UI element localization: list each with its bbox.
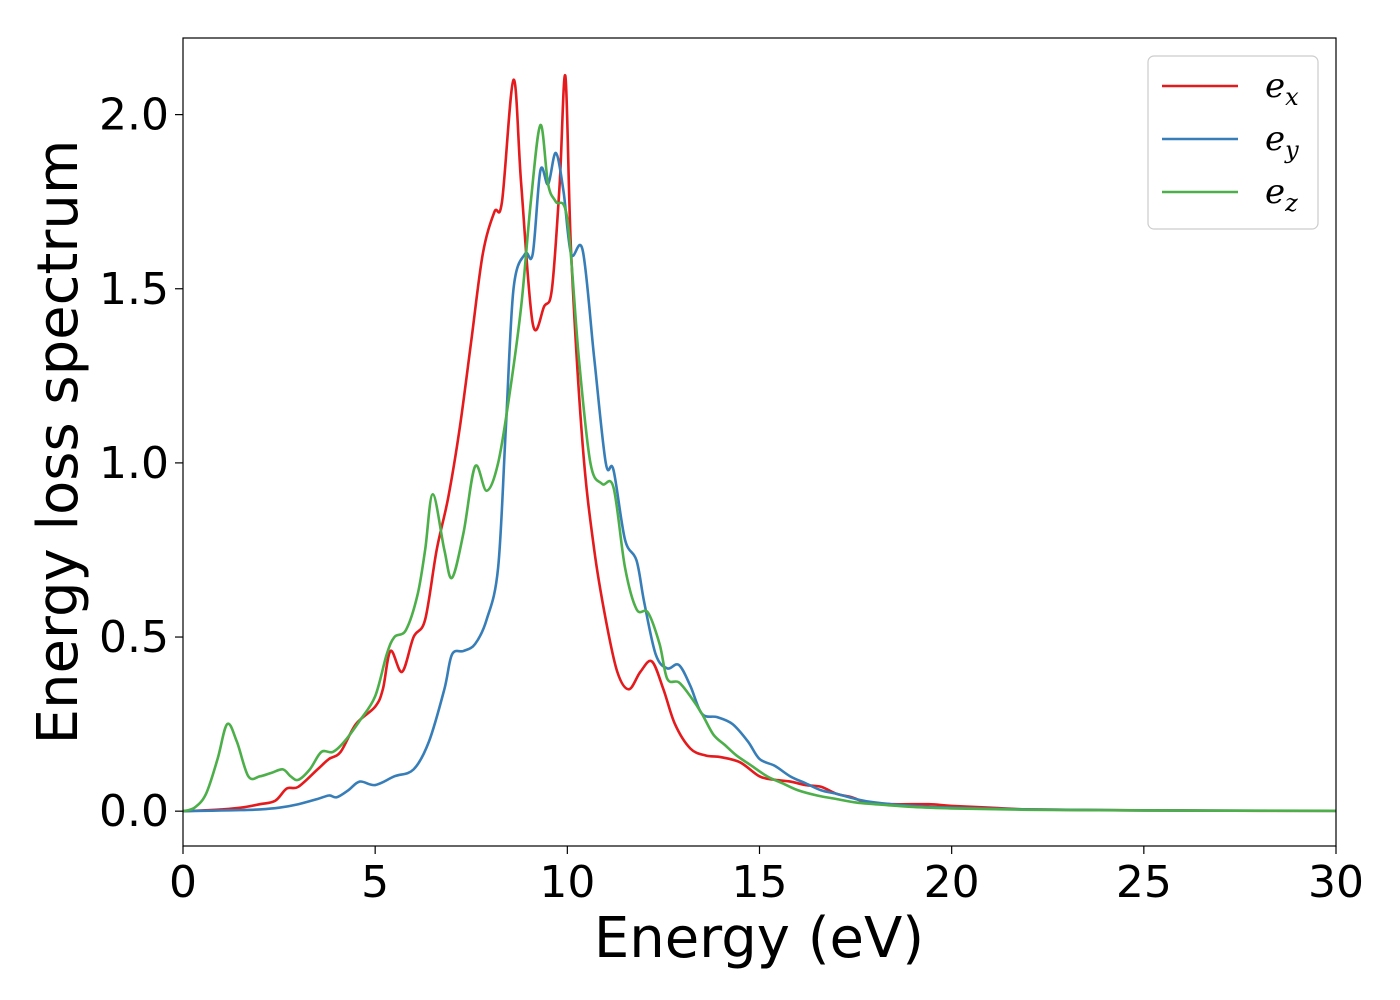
y-tick-label: 2.0 xyxy=(99,90,169,141)
y-tick-label: 1.5 xyxy=(99,264,169,315)
legend-label-subscript: y xyxy=(1284,136,1299,164)
x-axis-title: Energy (eV) xyxy=(594,906,924,971)
x-tick-label: 20 xyxy=(924,857,980,908)
legend-label-y: ey xyxy=(1265,119,1299,164)
y-tick-label: 0.5 xyxy=(99,612,169,663)
legend-label-subscript: z xyxy=(1284,189,1298,217)
x-tick-label: 5 xyxy=(361,857,389,908)
x-tick-label: 0 xyxy=(169,857,197,908)
y-tick-label: 0.0 xyxy=(99,786,169,837)
x-tick-label: 15 xyxy=(732,857,788,908)
series-lines xyxy=(183,74,1336,813)
legend-label-z: ez xyxy=(1265,172,1298,217)
legend-label-x: ex xyxy=(1265,66,1299,111)
legend-label-base: e xyxy=(1265,66,1285,106)
x-axis-ticks: 0 5 10 15 20 25 30 xyxy=(169,846,1364,908)
series-line-z xyxy=(183,123,1336,813)
x-tick-label: 10 xyxy=(539,857,595,908)
legend-label-base: e xyxy=(1265,172,1285,212)
legend-label-subscript: x xyxy=(1285,83,1299,111)
y-axis-title: Energy loss spectrum xyxy=(26,140,91,745)
legend-box xyxy=(1147,55,1319,230)
y-axis-ticks: 0.0 0.5 1.0 1.5 2.0 xyxy=(99,90,183,837)
x-tick-label: 30 xyxy=(1308,857,1364,908)
y-tick-label: 1.0 xyxy=(99,438,169,489)
x-tick-label: 25 xyxy=(1116,857,1172,908)
legend-label-base: e xyxy=(1265,119,1285,159)
